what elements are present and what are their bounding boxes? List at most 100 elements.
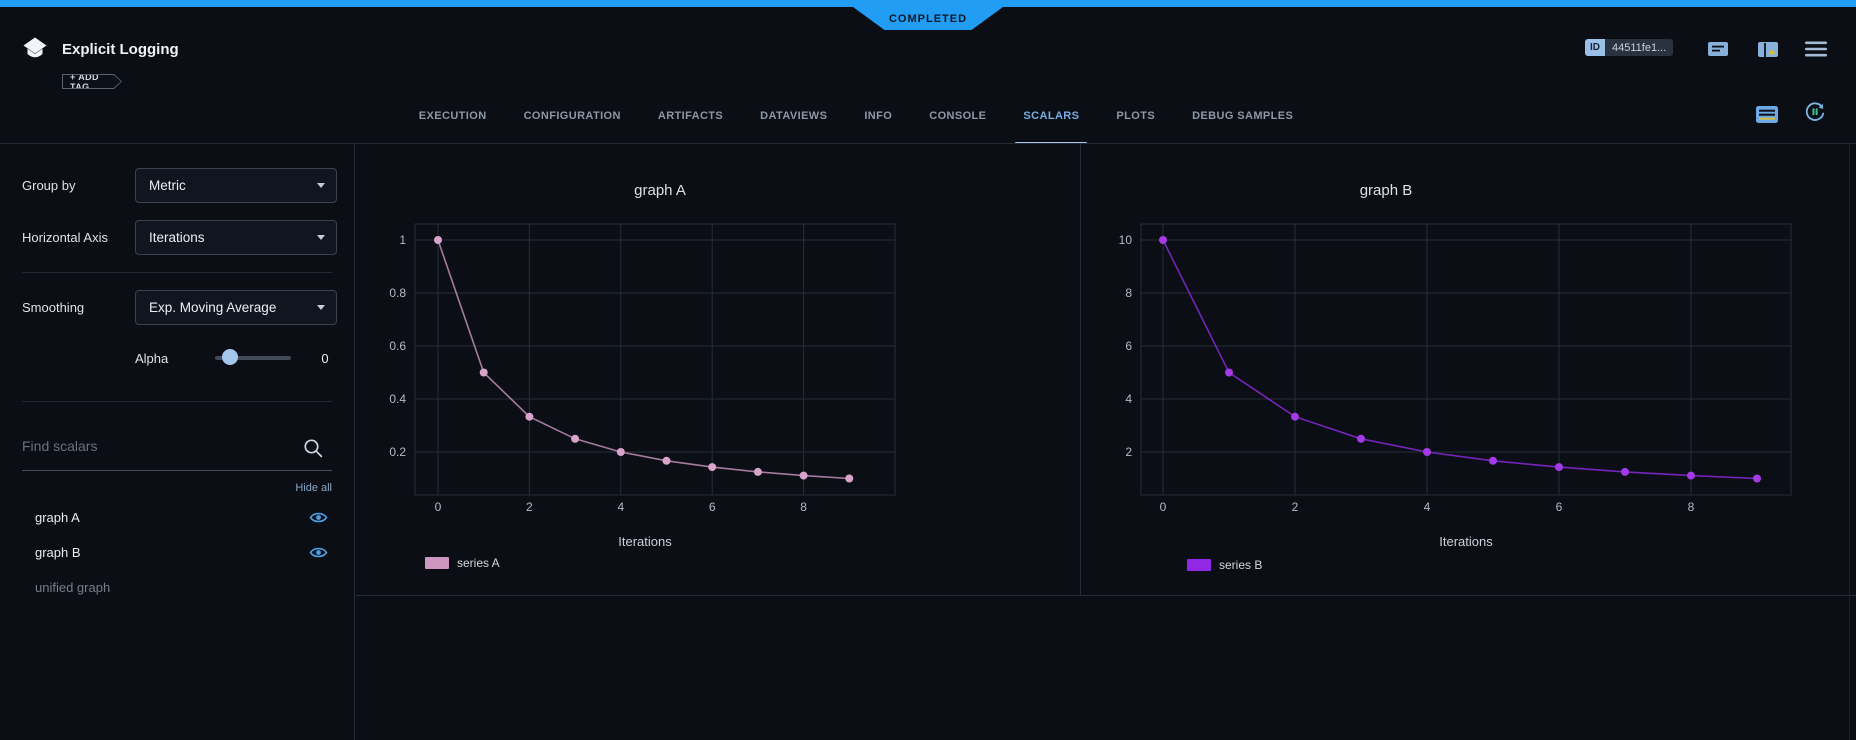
- metric-label: graph A: [35, 510, 80, 525]
- scrollbar-track[interactable]: [1849, 144, 1850, 740]
- x-tick-label: 6: [709, 500, 716, 514]
- x-tick-label: 4: [1424, 500, 1431, 514]
- tab-debug-samples[interactable]: DEBUG SAMPLES: [1192, 110, 1294, 122]
- visibility-eye-icon[interactable]: [309, 511, 328, 524]
- id-label: ID: [1585, 39, 1605, 56]
- x-tick-label: 0: [1160, 500, 1167, 514]
- y-tick-label: 1: [399, 233, 406, 247]
- plot-border: [1140, 223, 1792, 496]
- y-tick-label: 6: [1125, 339, 1132, 353]
- legend-label: series A: [457, 556, 500, 570]
- data-point: [1489, 456, 1497, 465]
- data-point: [753, 467, 762, 476]
- x-tick-label: 8: [1688, 500, 1695, 514]
- legend-label: series B: [1219, 558, 1263, 572]
- metric-row-graph-a[interactable]: graph A: [0, 500, 354, 535]
- menu-icon[interactable]: [1804, 39, 1828, 59]
- y-tick-label: 0.2: [389, 445, 406, 459]
- y-tick-label: 8: [1125, 286, 1132, 300]
- metric-label: graph B: [35, 545, 81, 560]
- x-tick-label: 2: [1292, 500, 1299, 514]
- chart-title: graph B: [1359, 182, 1413, 199]
- search-icon[interactable]: [303, 438, 324, 464]
- id-value: 44511fe1...: [1605, 39, 1674, 56]
- data-point: [1753, 474, 1761, 483]
- experiment-title: Explicit Logging: [62, 41, 179, 58]
- search-input[interactable]: [22, 435, 277, 457]
- sidebar-divider: [22, 272, 332, 273]
- data-point: [525, 412, 534, 421]
- metric-row-unified-graph[interactable]: unified graph: [0, 570, 354, 605]
- group-by-label: Group by: [22, 178, 76, 193]
- chart-legend[interactable]: series B: [1187, 558, 1262, 572]
- data-point: [1357, 434, 1365, 443]
- metric-list: graph A graph B unified graph: [0, 500, 354, 605]
- data-point: [1687, 471, 1695, 480]
- tab-dataviews[interactable]: DATAVIEWS: [760, 110, 828, 122]
- metric-row-graph-b[interactable]: graph B: [0, 535, 354, 570]
- metric-label: unified graph: [35, 580, 111, 595]
- horizontal-axis-select[interactable]: Iterations: [135, 220, 337, 255]
- chart-title: graph A: [634, 182, 686, 199]
- experiment-id-chip[interactable]: ID 44511fe1...: [1585, 39, 1674, 56]
- panel-icon[interactable]: [1756, 39, 1780, 59]
- y-tick-label: 4: [1125, 392, 1132, 406]
- tab-artifacts[interactable]: ARTIFACTS: [657, 110, 724, 122]
- add-tag-label: + ADD TAG: [70, 71, 99, 92]
- chart-plot[interactable]: 1 0.8 0.6 0.4 0.2 0 2 4 6 8: [355, 144, 1080, 595]
- tab-configuration[interactable]: CONFIGURATION: [523, 110, 621, 122]
- horizontal-axis-value: Iterations: [149, 230, 205, 245]
- tab-console[interactable]: CONSOLE: [929, 110, 987, 122]
- status-badge: COMPLETED: [853, 7, 1003, 30]
- chart-xaxis-label: Iterations: [618, 534, 672, 549]
- tab-bar: EXECUTION CONFIGURATION ARTIFACTS DATAVIEWS…: [356, 88, 1356, 144]
- series-line: [1162, 239, 1758, 480]
- alpha-slider-knob[interactable]: [222, 349, 238, 365]
- auto-refresh-icon[interactable]: [1803, 102, 1827, 122]
- chart-legend[interactable]: series A: [425, 556, 500, 570]
- chart-xaxis-label: Iterations: [1439, 534, 1493, 549]
- alpha-label: Alpha: [135, 351, 169, 366]
- metrics-table-icon[interactable]: [1755, 104, 1779, 124]
- chart-panel-graph-b: 10 8 6 4 2 0 2 4 6 8 graph B Iterations series B: [1081, 144, 1856, 595]
- data-point: [479, 368, 488, 377]
- y-tick-label: 10: [1119, 233, 1133, 247]
- x-tick-label: 0: [435, 500, 442, 514]
- alpha-value: 0: [321, 351, 329, 366]
- y-tick-label: 0.6: [389, 339, 406, 353]
- sidebar-divider: [22, 401, 332, 402]
- series-line: [437, 239, 850, 480]
- y-tick-label: 0.8: [389, 286, 406, 300]
- status-strip: [0, 0, 1856, 7]
- x-tick-label: 6: [1556, 500, 1563, 514]
- y-tick-label: 0.4: [389, 392, 406, 406]
- visibility-eye-icon[interactable]: [309, 546, 328, 559]
- data-point: [1423, 448, 1431, 456]
- comment-icon[interactable]: [1706, 39, 1730, 59]
- y-tick-label: 2: [1125, 445, 1132, 459]
- data-point: [1621, 467, 1629, 476]
- smoothing-value: Exp. Moving Average: [149, 300, 277, 315]
- data-point: [1159, 236, 1167, 244]
- search-underline: [22, 470, 332, 471]
- group-by-select[interactable]: Metric: [135, 168, 337, 203]
- tab-execution[interactable]: EXECUTION: [418, 110, 487, 122]
- data-point: [799, 471, 808, 480]
- chevron-down-icon: [317, 183, 325, 188]
- legend-swatch: [425, 557, 449, 569]
- tab-info[interactable]: INFO: [864, 110, 893, 122]
- scalars-sidebar: Group by Metric Horizontal Axis Iteratio…: [0, 144, 355, 740]
- alpha-slider-track[interactable]: [215, 356, 291, 360]
- smoothing-label: Smoothing: [22, 300, 85, 315]
- smoothing-select[interactable]: Exp. Moving Average: [135, 290, 337, 325]
- tab-plots[interactable]: PLOTS: [1116, 110, 1156, 122]
- tab-scalars[interactable]: SCALARS: [1015, 88, 1088, 144]
- chevron-down-icon: [317, 235, 325, 240]
- charts-bottom-border: [356, 595, 1856, 596]
- data-point: [1555, 463, 1563, 472]
- header-divider: [0, 143, 1856, 144]
- hide-all-button[interactable]: Hide all: [295, 482, 332, 494]
- chart-plot[interactable]: 10 8 6 4 2 0 2 4 6 8: [1081, 144, 1856, 595]
- add-tag-button[interactable]: + ADD TAG: [62, 74, 122, 89]
